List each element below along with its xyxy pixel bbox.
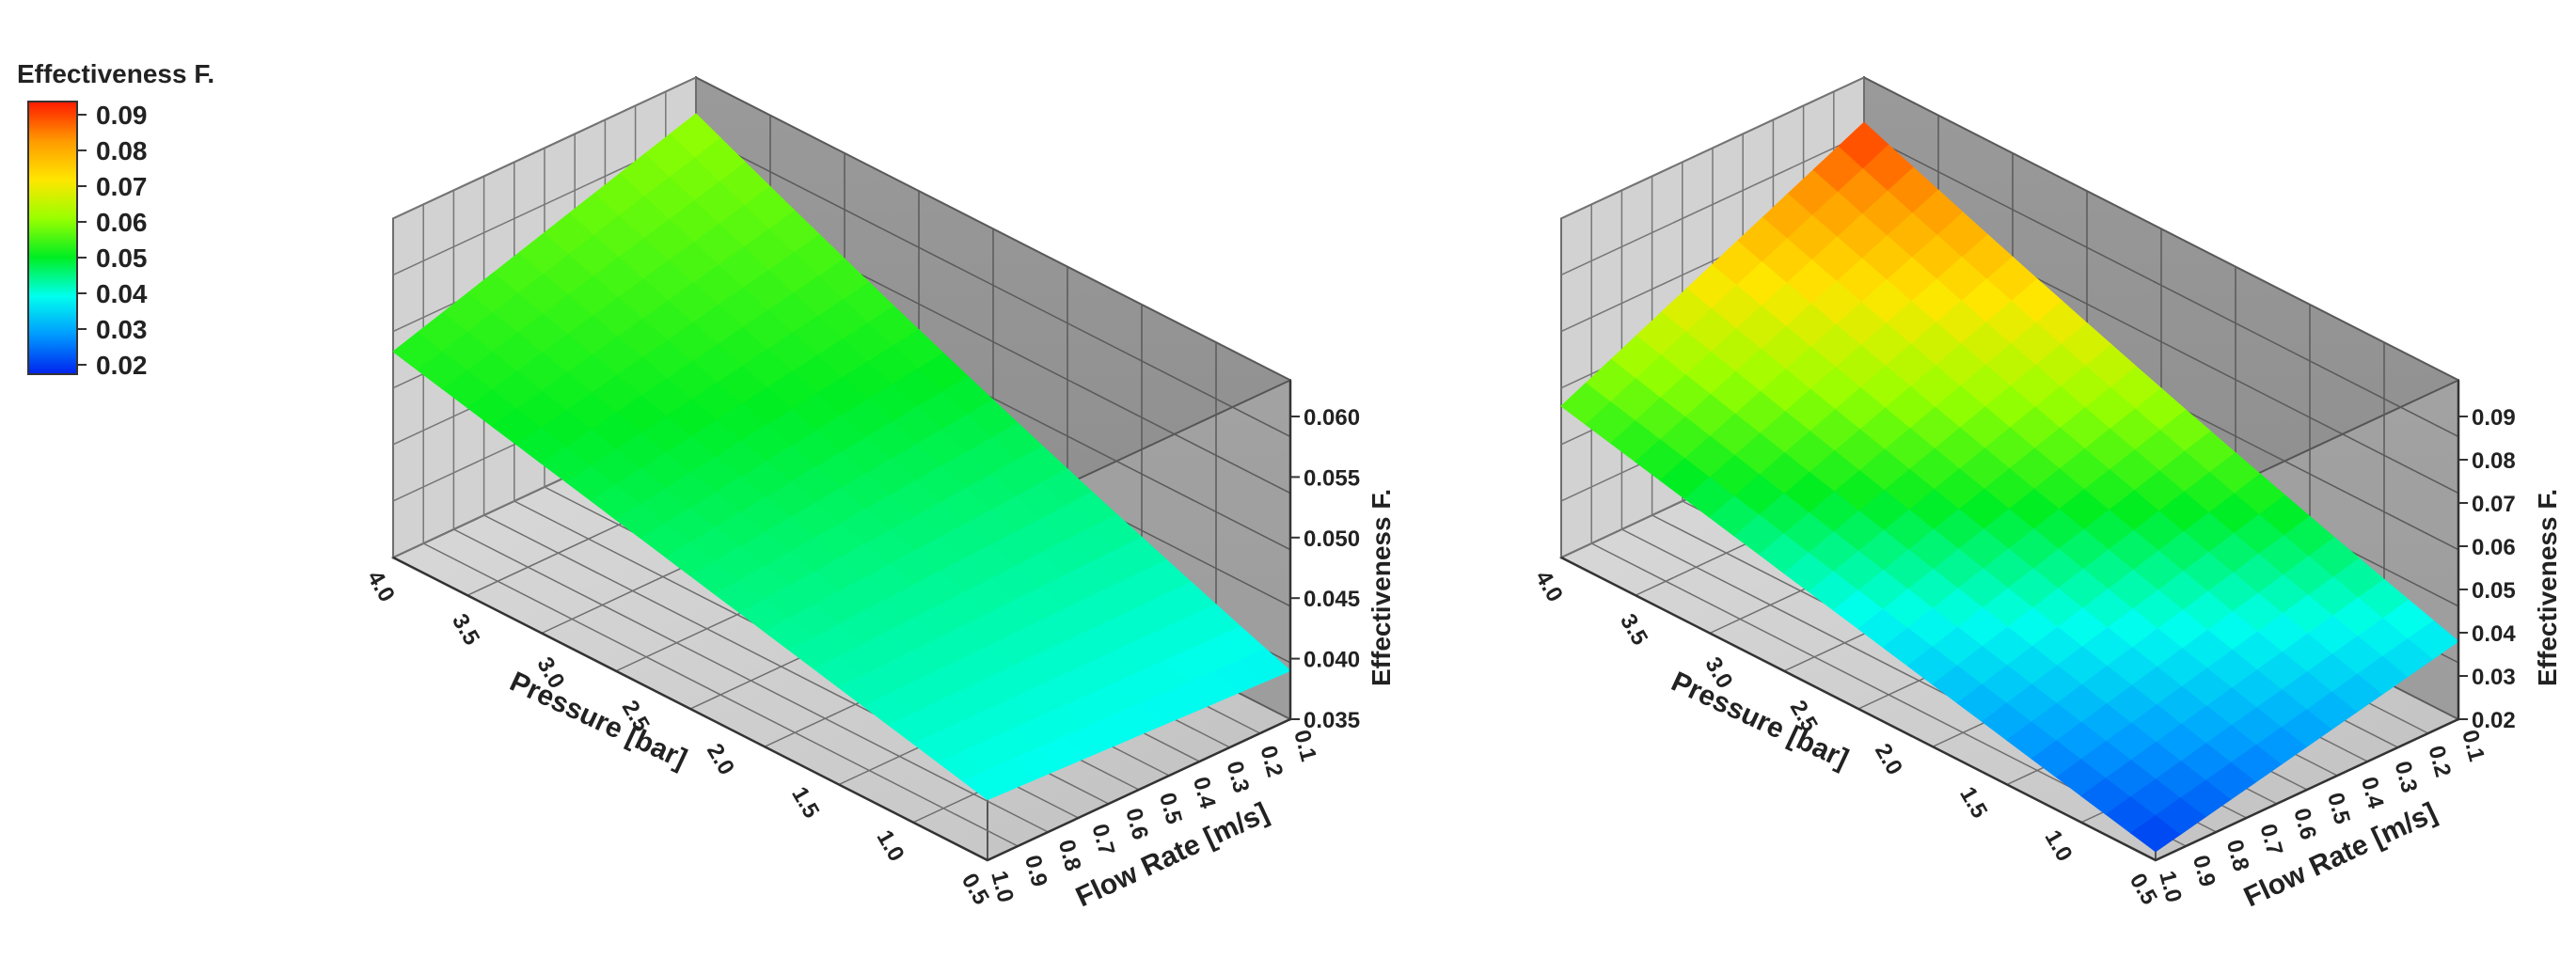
- pressure-tick-label: 1.0: [872, 826, 909, 866]
- effectiveness-tick-label: 0.04: [2472, 621, 2516, 647]
- effectiveness-tick-label: 0.060: [1304, 405, 1360, 431]
- right-effectiveness-axis-label: Effectiveness F.: [2533, 489, 2562, 686]
- effectiveness-tick-label: 0.08: [2472, 448, 2516, 474]
- pressure-tick-label: 1.0: [2040, 826, 2078, 866]
- legend-tick-label: 0.09: [96, 101, 148, 130]
- legend-tick-label: 0.04: [96, 279, 148, 308]
- effectiveness-tick-label: 0.050: [1304, 526, 1360, 552]
- flow-axis-line: [987, 717, 1291, 862]
- effectiveness-tick-label: 0.035: [1304, 708, 1360, 733]
- flow-tick-label: 0.9: [2188, 853, 2220, 889]
- legend-tick-label: 0.02: [96, 351, 148, 380]
- pressure-tick-label: 2.0: [702, 740, 739, 779]
- gridline: [1560, 133, 1865, 276]
- effectiveness-tick-label: 0.055: [1304, 465, 1360, 491]
- legend-tick-label: 0.06: [96, 208, 148, 237]
- gridline: [1863, 76, 2459, 382]
- pressure-tick-label: 3.5: [1615, 610, 1652, 650]
- flow-tick-label: 0.7: [1087, 822, 1120, 858]
- pressure-tick-label: 4.0: [1530, 567, 1568, 606]
- flow-tick-label: 0.4: [1188, 775, 1221, 812]
- pressure-axis-line: [392, 556, 988, 862]
- effectiveness-tick-label: 0.03: [2472, 665, 2516, 690]
- flow-tick-label: 0.3: [2390, 759, 2423, 795]
- legend-colorbar: [27, 101, 78, 375]
- effectiveness-tick-label: 0.09: [2472, 405, 2516, 431]
- gridline: [422, 542, 1019, 847]
- legend-tick-label: 0.08: [96, 136, 148, 165]
- flow-tick-label: 0.8: [1053, 837, 1086, 873]
- gridline: [695, 133, 1291, 438]
- pressure-tick-label: 4.0: [362, 567, 400, 606]
- pressure-tick-label: 1.5: [786, 783, 824, 823]
- pressure-axis-line: [1560, 556, 2157, 862]
- pressure-tick-label: 1.5: [1954, 783, 1992, 823]
- surface-patch: [1239, 648, 1291, 683]
- flow-tick-label: 0.2: [2423, 743, 2456, 779]
- effectiveness-tick-label: 0.040: [1304, 648, 1360, 673]
- legend-tick-label: 0.05: [96, 243, 148, 273]
- flow-tick-label: 0.5: [1154, 790, 1187, 826]
- surface-plot-right: 4.03.53.02.52.01.51.00.51.0 0.9 0.8 0.7 0.6 0…: [1530, 75, 2562, 913]
- pressure-tick-label: 3.5: [447, 610, 484, 650]
- flow-tick-label: 0.3: [1222, 759, 1255, 795]
- left-effectiveness-axis-label: Effectiveness F.: [1367, 489, 1396, 686]
- flow-tick-label: 0.8: [2221, 837, 2254, 873]
- effectiveness-tick-label: 0.02: [2472, 708, 2516, 733]
- color-legend: Effectiveness F. 0.09 0.08 0.07 0.06 0.05 0.0…: [17, 59, 214, 380]
- gridline: [453, 528, 1049, 833]
- flow-tick-label: 0.6: [1120, 806, 1153, 842]
- flow-tick-label: 0.7: [2255, 822, 2288, 858]
- pressure-tick-label: 2.0: [1870, 740, 1907, 779]
- flow-tick-label: 0.4: [2356, 775, 2389, 812]
- legend-title: Effectiveness F.: [17, 59, 214, 88]
- surface-plot-left: 4.03.53.02.52.01.51.00.51.0 0.9 0.8 0.7 0.6 0…: [362, 75, 1396, 913]
- flow-tick-label: 1.0: [2154, 869, 2187, 905]
- flow-tick-label: 0.6: [2288, 806, 2321, 842]
- surface-patch: [2407, 620, 2459, 660]
- flow-tick-label: 0.2: [1255, 743, 1288, 779]
- gridline: [695, 76, 1291, 382]
- flow-tick-label: 1.0: [986, 869, 1019, 905]
- effectiveness-tick-label: 0.05: [2472, 578, 2516, 604]
- legend-tick-label: 0.03: [96, 315, 148, 344]
- gridline: [392, 76, 697, 220]
- effectiveness-tick-label: 0.045: [1304, 587, 1360, 612]
- effectiveness-tick-label: 0.06: [2472, 535, 2516, 560]
- gridline: [1863, 133, 2459, 438]
- effectiveness-tick-label: 0.07: [2472, 492, 2516, 517]
- flow-tick-label: 0.5: [2322, 790, 2355, 826]
- flow-axis-line: [2155, 717, 2459, 862]
- flow-tick-label: 0.9: [1019, 853, 1052, 889]
- gridline: [1560, 76, 1865, 220]
- legend-tick-label: 0.07: [96, 172, 148, 201]
